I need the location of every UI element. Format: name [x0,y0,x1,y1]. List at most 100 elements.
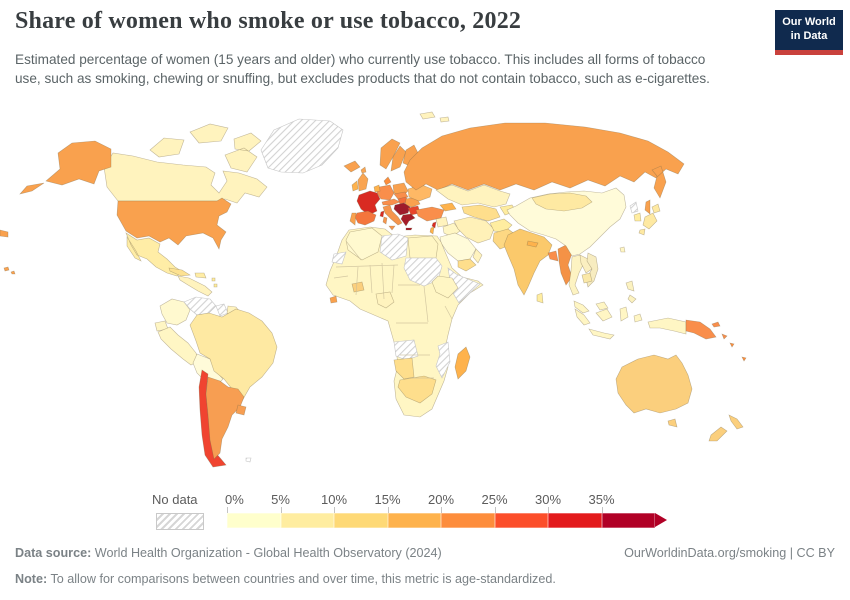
country-egypt[interactable]: Egypt: 0-5% [407,235,439,259]
country-canada[interactable]: Canada: 5-10% [103,123,268,204]
country-uk[interactable]: United Kingdom: 15-20% [357,166,369,192]
legend-bin-35%+[interactable] [601,513,655,528]
country-sierra_leone[interactable]: Sierra Leone: 15-20% [329,295,338,304]
country-bangladesh[interactable]: Bangladesh: 20-25% [547,250,559,262]
footer-link[interactable]: OurWorldinData.org/smoking | CC BY [624,546,835,560]
no-data-swatch[interactable] [156,513,204,530]
country-ireland[interactable]: Ireland: 15-20% [351,180,359,192]
country-libya[interactable]: Libya: No data [379,233,409,261]
country-uzbek_turkmen[interactable]: Uzbekistan / Turkmenistan: 10-15% [461,204,501,222]
country-venezuela[interactable]: Venezuela: No data [183,296,217,316]
country-falkland[interactable]: Falkland Islands: No data [245,457,252,463]
country-colombia[interactable]: Colombia: 0-5% [159,298,191,326]
country-greece[interactable]: Greece: 35%+ [400,213,416,231]
country-sri_lanka[interactable]: Sri Lanka: 5-10% [536,292,544,304]
country-japan[interactable]: Japan: 5-10% [638,203,661,236]
country-czech_slovakia[interactable]: Czechia / Slovakia: 20-25% [393,191,409,200]
country-balkans[interactable]: Serbia / Bosnia / Croatia: 35%+ [393,202,411,216]
country-australia[interactable]: Australia: 10-15% [615,354,693,428]
country-western_sahara[interactable]: Western Sahara: No data [331,251,347,265]
country-nigeria[interactable]: Nigeria: 5-10% [375,291,395,309]
legend-tick-label: 25% [481,492,508,507]
legend-bin-20-25%[interactable] [441,513,495,528]
country-israel[interactable]: Israel / Jordan: 15-20% [429,226,435,235]
chart-footer: OurWorldinData.org/smoking | CC BY Data … [15,545,835,597]
country-argentina[interactable]: Argentina: 15-20% [205,376,245,460]
chart-subtitle: Estimated percentage of women (15 years … [15,52,710,87]
country-portugal[interactable]: Portugal: 15-20% [349,212,357,226]
country-taiwan[interactable]: Taiwan: 0-5% [619,246,626,253]
legend-bin-0-5%[interactable] [227,513,281,528]
country-mozambique[interactable]: Mozambique: No data [435,341,451,379]
legend-tick-label: 10% [320,492,348,507]
country-indonesia[interactable]: Indonesia: 0-5% [574,306,687,340]
footer-note-label: Note: [15,572,48,586]
legend-bin-30-35%[interactable] [548,513,602,528]
country-namibia[interactable]: Namibia: 10-15% [393,357,415,380]
country-denmark[interactable]: Denmark: 20-25% [383,176,392,186]
country-benelux[interactable]: Netherlands / Belgium: 15-20% [373,184,381,193]
country-greenland[interactable]: Greenland: No data [260,118,344,174]
legend-tick-label: 35% [588,492,615,507]
legend-tick-mark [548,507,549,513]
map-legend: No data 0% 5% 10% 15% 20% 25% 30% 35% [0,491,850,533]
legend-tick-mark [280,507,282,513]
country-laos[interactable]: Laos: 5-10% [579,254,593,274]
country-syria[interactable]: Syria: 5-10% [435,216,449,228]
country-india[interactable]: India: 10-15% [503,228,553,296]
country-mongolia[interactable]: Mongolia: 5-10% [531,192,593,212]
country-lebanon[interactable]: Lebanon: 30-35% [431,221,437,229]
owid-logo-line1: Our World [782,16,836,29]
owid-logo[interactable]: Our World in Data [775,10,843,55]
legend-tick-mark [441,507,442,513]
footer-source-text: World Health Organization - Global Healt… [91,546,442,560]
country-guyana[interactable]: Guyana: No data [215,303,229,317]
country-oman[interactable]: Oman: 5-10% [472,248,483,264]
country-nepal[interactable]: Nepal: 15-20% [526,240,539,248]
country-iran[interactable]: Iran: 5-10% [453,216,495,244]
country-alps[interactable]: Switzerland / Austria: 20-25% [381,198,401,206]
country-pacific_islands[interactable]: Pacific islands: 20-25% [729,342,747,362]
country-svalbard[interactable]: Svalbard: 5-10% [419,111,450,123]
country-brazil[interactable]: Brazil: 5-10% [189,308,278,410]
legend-bin-25-30%[interactable] [494,513,548,528]
country-ethiopia[interactable]: Ethiopia: 0-5% [431,275,459,299]
country-caribbean[interactable]: Lesser Antilles: 5-10% [211,277,218,288]
country-hispaniola[interactable]: Haiti / Dominican Republic: 5-10% [194,272,207,279]
legend-tick-label: 15% [374,492,401,507]
country-kazakhstan[interactable]: Kazakhstan: 5-10% [435,184,511,208]
country-malaysia[interactable]: Malaysia: 0-5% [573,300,609,314]
world-map-svg: Greenland: No dataCanada: 5-10%United St… [0,111,747,468]
africa-internal-borders [333,240,453,379]
legend-tick-mark [334,507,335,513]
country-russia[interactable]: Russia: 20-25% [0,122,685,238]
country-png[interactable]: Papua New Guinea: 20-25% [685,319,728,340]
legend-tick-mark [227,507,228,513]
country-philippines[interactable]: Philippines: 0-5% [625,280,637,304]
country-china[interactable]: China: 0-5% [506,187,627,257]
legend-bin-5-10%[interactable] [280,513,334,528]
country-madagascar[interactable]: Madagascar: 15-20% [454,346,471,380]
country-central_america[interactable]: Central America: 5-10% [177,275,213,297]
country-south_africa[interactable]: South Africa: 10-15% [397,375,437,404]
country-yemen[interactable]: Yemen: 10-15% [457,258,477,272]
country-uruguay[interactable]: Uruguay: 15-20% [235,404,247,416]
country-spain[interactable]: Spain: 25-30% [354,210,377,226]
country-usa[interactable]: United States: 15-20% [3,140,232,275]
country-north_korea[interactable]: North Korea: No data [629,201,639,214]
country-sweden[interactable]: Sweden: 20-25% [390,145,407,172]
legend-bin-10-15%[interactable] [334,513,388,528]
country-italy[interactable]: Italy: 20-25% [382,204,403,231]
country-caucasus[interactable]: Caucasus: 15-20% [439,202,457,212]
country-cambodia[interactable]: Cambodia: 5-10% [581,272,593,284]
legend-arrow [655,513,667,527]
legend-bin-15-20%[interactable] [387,513,441,528]
country-burkina_faso[interactable]: Burkina Faso: 10-15% [351,281,365,293]
country-cuba[interactable]: Cuba: 10-15% [168,267,191,277]
country-new_zealand[interactable]: New Zealand: 10-15% [708,414,744,442]
country-sudan[interactable]: Sudan: No data [403,257,443,287]
country-iceland[interactable]: Iceland: 15-20% [343,160,361,173]
country-france[interactable]: France: 30-35% [356,190,385,218]
country-south_korea[interactable]: South Korea: 5-10% [633,212,642,222]
